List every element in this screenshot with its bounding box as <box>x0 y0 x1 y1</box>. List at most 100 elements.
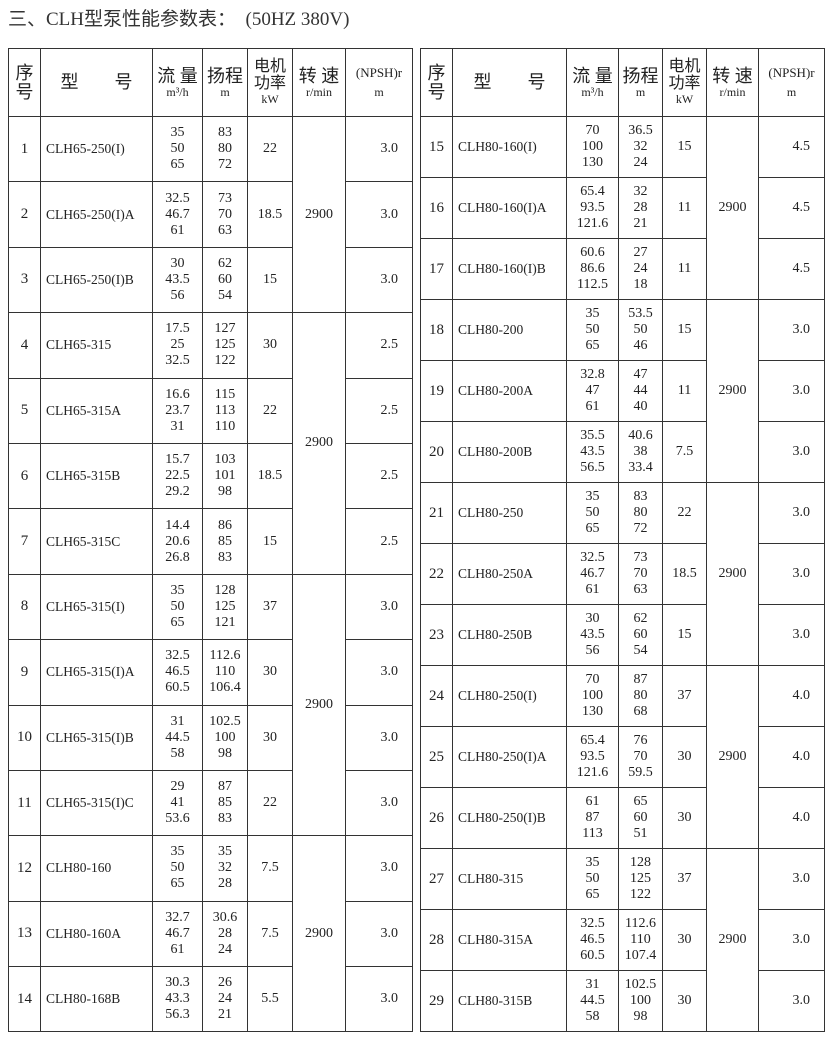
head-values: 36.5 32 24 <box>618 116 663 178</box>
header-npsh-unit: m <box>786 85 797 100</box>
flow-value: 56 <box>170 287 185 303</box>
head-values: 62 60 54 <box>202 246 248 314</box>
table-row: 8 CLH65-315(I) 35 50 65 128 125 121 37 2900 3.0 <box>8 573 413 837</box>
row-number: 20 <box>420 421 453 483</box>
header-flow-unit: m³/h <box>166 84 189 99</box>
header-speed: 转 速 r/min <box>706 48 759 117</box>
flow-value: 30.3 <box>165 975 190 991</box>
head-values: 62 60 54 <box>618 604 663 666</box>
header-flow: 流 量 m³/h <box>566 48 619 117</box>
head-value: 102.5 <box>209 713 241 729</box>
header-head: 扬程 m <box>618 48 663 117</box>
model-name: CLH80-250(I) <box>452 665 567 727</box>
row-number: 28 <box>420 909 453 971</box>
flow-value: 35 <box>585 306 600 321</box>
row-number: 27 <box>420 848 453 910</box>
flow-value: 46.5 <box>165 664 190 680</box>
rotation-speed: 2900 <box>706 848 759 1032</box>
header-no-label: 序号 <box>15 62 34 102</box>
head-value: 112.6 <box>625 916 656 931</box>
motor-power: 30 <box>662 787 707 849</box>
header-no: 序号 <box>420 48 453 117</box>
model-name: CLH80-315 <box>452 848 567 910</box>
head-value: 68 <box>633 704 648 719</box>
head-value: 128 <box>630 855 651 870</box>
table-row: 7 CLH65-315C 14.4 20.6 26.8 86 85 83 15 2.5 <box>8 508 413 575</box>
table-row: 11 CLH65-315(I)C 29 41 53.6 87 85 83 22 3.0 <box>8 769 413 837</box>
head-values: 32 28 21 <box>618 177 663 239</box>
row-number: 18 <box>420 299 453 361</box>
table-row: 27 CLH80-315 35 50 65 128 125 122 37 2900 3.0 <box>420 848 825 1032</box>
header-flow-label: 流 量 <box>157 65 198 86</box>
model-name: CLH80-250A <box>452 543 567 605</box>
head-value: 83 <box>218 811 232 827</box>
flow-value: 46.7 <box>165 206 190 222</box>
head-values: 128 125 121 <box>202 573 248 641</box>
table-row: 24 CLH80-250(I) 70 100 130 87 80 68 37 2900 4.0 <box>420 665 825 849</box>
head-values: 27 24 18 <box>618 238 663 300</box>
head-values: 115 113 110 <box>202 377 248 444</box>
model-name: CLH65-315C <box>40 508 153 575</box>
motor-power: 15 <box>662 604 707 666</box>
model-name: CLH65-315(I)A <box>40 639 153 706</box>
model-name: CLH65-315A <box>40 377 153 444</box>
npsh-value: 3.0 <box>345 115 413 183</box>
flow-value: 32.8 <box>580 367 605 382</box>
row-number: 10 <box>8 704 41 771</box>
head-value: 80 <box>633 688 648 703</box>
flow-value: 41 <box>170 795 185 811</box>
motor-power: 22 <box>247 377 293 444</box>
row-number: 12 <box>8 835 41 902</box>
header-no-label: 序号 <box>427 62 446 102</box>
flow-value: 56.5 <box>580 460 605 475</box>
row-number: 22 <box>420 543 453 605</box>
head-value: 87 <box>218 779 232 795</box>
header-head-unit: m <box>220 84 230 99</box>
head-value: 80 <box>633 505 648 520</box>
npsh-value: 2.5 <box>345 508 413 575</box>
row-number: 24 <box>420 665 453 727</box>
table-row: 23 CLH80-250B 30 43.5 56 62 60 54 15 3.0 <box>420 604 825 666</box>
flow-value: 31 <box>170 418 185 434</box>
flow-values: 31 44.5 58 <box>152 704 203 771</box>
head-value: 36.5 <box>628 123 653 138</box>
head-value: 21 <box>218 1007 232 1023</box>
head-value: 62 <box>218 255 232 271</box>
flow-value: 70 <box>585 123 600 138</box>
model-name: CLH65-315 <box>40 312 153 379</box>
motor-power: 37 <box>662 665 707 727</box>
head-values: 87 85 83 <box>202 769 248 837</box>
model-name: CLH65-315B <box>40 442 153 510</box>
flow-values: 30 43.5 56 <box>152 246 203 314</box>
table-row: 21 CLH80-250 35 50 65 83 80 72 22 2900 3.0 <box>420 482 825 666</box>
head-values: 87 80 68 <box>618 665 663 727</box>
flow-values: 32.8 47 61 <box>566 360 619 422</box>
flow-value: 87 <box>585 810 600 825</box>
rotation-speed: 2900 <box>292 115 346 314</box>
model-name: CLH65-315(I)C <box>40 769 153 837</box>
header-npsh: (NPSH)r m <box>758 48 825 117</box>
motor-power: 11 <box>662 177 707 239</box>
npsh-value: 3.0 <box>758 604 825 666</box>
npsh-value: 3.0 <box>345 181 413 248</box>
flow-value: 65 <box>170 157 185 173</box>
header-npsh-label: (NPSH)r <box>768 65 815 81</box>
header-power-label: 电机功率 <box>668 58 701 93</box>
flow-value: 22.5 <box>165 468 190 484</box>
flow-value: 60.5 <box>580 948 605 963</box>
npsh-value: 2.5 <box>345 442 413 510</box>
motor-power: 30 <box>247 704 293 771</box>
npsh-value: 3.0 <box>758 970 825 1032</box>
head-value: 115 <box>214 386 236 402</box>
row-number: 1 <box>8 115 41 183</box>
motor-power: 18.5 <box>247 181 293 248</box>
npsh-value: 3.0 <box>758 482 825 544</box>
motor-power: 37 <box>247 573 293 641</box>
flow-value: 121.6 <box>576 765 609 780</box>
head-value: 32 <box>633 139 648 154</box>
flow-value: 32.5 <box>165 648 190 664</box>
head-value: 98 <box>218 484 232 500</box>
row-number: 19 <box>420 360 453 422</box>
model-name: CLH80-160(I) <box>452 116 567 178</box>
flow-value: 50 <box>170 860 185 876</box>
